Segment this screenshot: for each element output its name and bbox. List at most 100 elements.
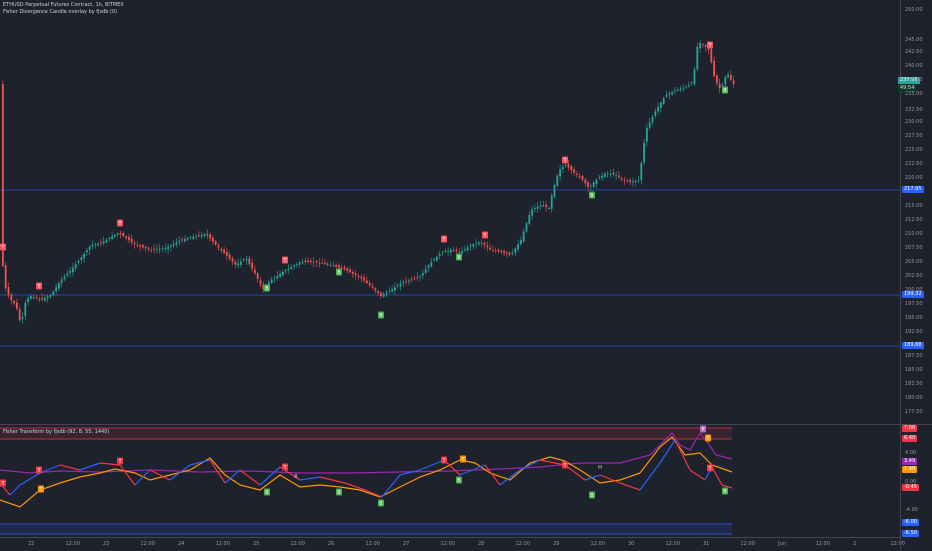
candle-body: [592, 182, 595, 187]
ind-peak-marker: [700, 425, 706, 433]
candle-body: [35, 297, 38, 299]
fisher-indicator-title[interactable]: Fisher Transform by fjsdb (92, 8, 55, 14…: [3, 429, 110, 435]
time-tick-label: 27: [403, 541, 410, 547]
candle-body: [312, 262, 315, 263]
ind-top-marker-label: T: [562, 463, 567, 469]
candle-body: [640, 162, 643, 181]
top-divergence-marker: [282, 256, 288, 264]
candle-body: [100, 242, 102, 244]
ind-bottom-marker-label: B: [457, 478, 461, 484]
ind-bottom-marker-label: B: [337, 490, 341, 496]
ind-tag-red: -0.45: [902, 484, 919, 491]
candle-body: [556, 175, 559, 186]
candle-body: [97, 243, 99, 246]
fisher-line-segment: [689, 469, 706, 481]
candle-body: [464, 249, 466, 251]
price-tick-label: 192.50: [905, 329, 923, 335]
candle-body: [472, 244, 475, 247]
candle-body: [366, 280, 368, 283]
candle-body: [620, 177, 623, 180]
candle-body: [38, 299, 41, 300]
ind-orange-top-marker: [705, 434, 711, 442]
candle-body: [727, 74, 729, 78]
ind-bottom-marker: [722, 487, 728, 495]
level-tag-3: 189.88: [902, 342, 924, 349]
candle-body: [240, 261, 242, 265]
pane-divider[interactable]: [0, 424, 932, 425]
price-axis-border: [900, 0, 901, 550]
candle-body: [508, 252, 511, 255]
ind-top-marker: [441, 456, 447, 464]
candle-body: [276, 275, 279, 279]
price-chart-pane[interactable]: T T T T T T T T B B B B B B: [0, 0, 932, 424]
candle-body: [634, 180, 637, 183]
fisher-line-segment: [674, 439, 691, 471]
candle-body: [654, 111, 657, 116]
candle-body: [564, 165, 567, 166]
bottom-divergence-marker: [589, 191, 595, 199]
candle-body: [394, 287, 396, 291]
fisher-line-segment: [39, 464, 61, 474]
fisher-line-segment: [399, 469, 421, 476]
candle-body: [553, 184, 556, 197]
candle-body: [18, 309, 21, 321]
candle-body: [492, 250, 494, 252]
ind-top-marker-label: T: [707, 466, 712, 472]
candle-body: [326, 264, 329, 265]
fisher-line-group: [0, 439, 733, 498]
candle-body: [489, 247, 491, 250]
candle-body: [595, 179, 598, 184]
candles-group: [2, 40, 735, 324]
candle-body: [696, 46, 699, 70]
fisher-line-segment: [419, 459, 445, 471]
candle-body: [206, 234, 209, 236]
candle-body: [609, 173, 612, 175]
candle-body: [357, 275, 360, 277]
ind-top-marker-label: T: [36, 468, 41, 474]
candle-body: [304, 260, 307, 262]
candle-body: [24, 303, 27, 316]
candle-body: [77, 260, 80, 263]
candle-body: [88, 246, 91, 251]
candle-body: [136, 244, 139, 246]
candle-body: [668, 93, 671, 95]
top-divergence-marker: [707, 41, 713, 49]
candle-body: [416, 277, 419, 278]
fisher-line-segment: [499, 469, 521, 486]
candle-body: [436, 256, 438, 261]
overlay-indicator-title[interactable]: Fisher Divergence Candle overlay by fjsd…: [3, 9, 118, 15]
fisher-line-segment: [189, 459, 211, 466]
candle-body: [676, 89, 679, 91]
candle-body: [298, 262, 301, 265]
ind-tag-orange: 1.40: [902, 466, 918, 473]
candle-body: [360, 276, 363, 279]
candle-body: [335, 265, 337, 267]
fisher-line-segment: [639, 462, 661, 491]
candle-body: [251, 262, 253, 269]
candle-body: [536, 206, 539, 209]
candle-body: [125, 236, 127, 239]
time-axis[interactable]: 22 12:00 23 12:00 24 12:00 25 12:00 26 12:00 27 12:…: [0, 537, 905, 551]
time-tick-label: 12:00: [215, 541, 230, 547]
candle-body: [7, 287, 10, 296]
countdown-tag: 49:54: [898, 85, 917, 92]
symbol-title[interactable]: ETHUSD Perpetual Futures Contract, 1h, B…: [3, 2, 124, 8]
fisher-line-segment: [459, 464, 486, 476]
candle-body: [598, 177, 601, 179]
candle-body: [651, 116, 654, 123]
candle-body: [161, 248, 164, 250]
candle-body: [371, 286, 374, 288]
candle-body: [256, 273, 259, 279]
candle-body: [458, 251, 461, 253]
ind-top-marker-label: T: [0, 481, 5, 487]
candle-body: [604, 173, 606, 177]
candle-body: [203, 234, 206, 236]
candle-body: [290, 267, 293, 269]
fisher-line-segment: [149, 469, 171, 481]
ind-tag-purple: 3.49: [902, 458, 918, 465]
candle-body: [60, 279, 63, 283]
candle-body: [615, 175, 617, 176]
price-tick-label: 177.50: [905, 409, 923, 415]
candle-body: [522, 231, 525, 242]
